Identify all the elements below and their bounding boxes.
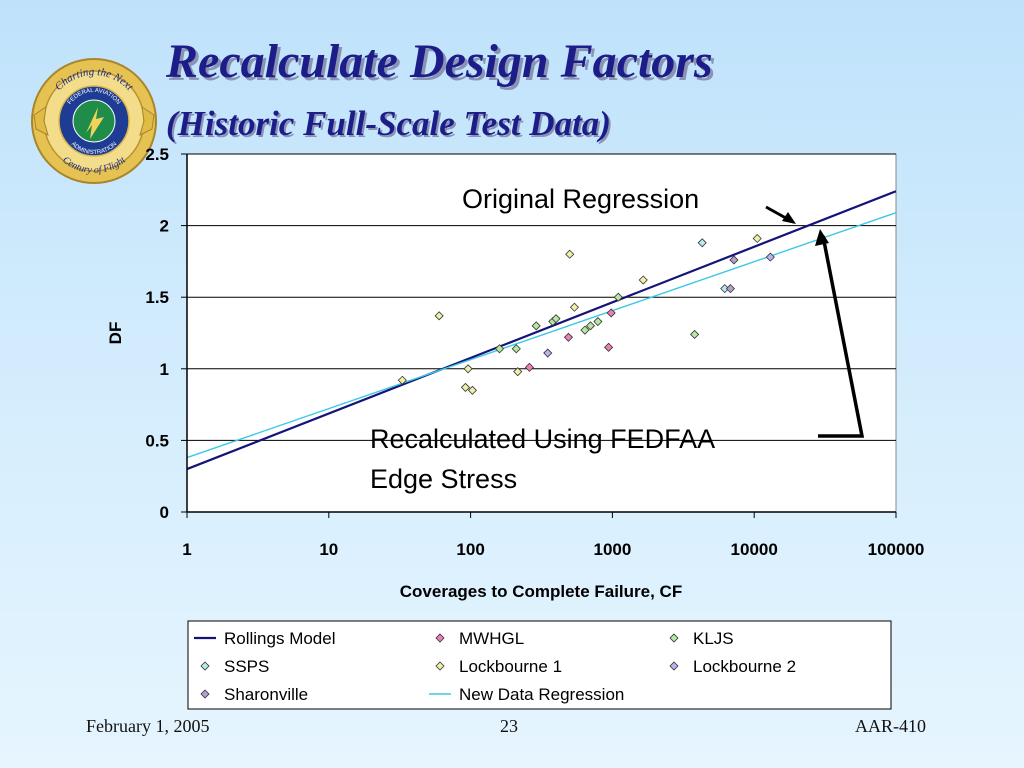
legend-label-lockbourne-2: Lockbourne 2 [693, 657, 796, 676]
point-kljs [511, 344, 521, 354]
point-kljs [580, 325, 590, 335]
legend-label-sharonville: Sharonville [224, 685, 308, 704]
point-kljs [585, 321, 596, 331]
legend-label-lockbourne-1: Lockbourne 1 [459, 657, 562, 676]
point-lockbourne-1 [397, 375, 407, 385]
point-kljs [613, 292, 623, 302]
point-lockbourne-2 [765, 252, 775, 262]
y-axis-label: DF [106, 322, 125, 345]
y-tick-label: 2.5 [145, 145, 169, 164]
point-sharonville [729, 255, 739, 265]
y-tick-label: 1.5 [145, 288, 169, 307]
legend-swatch-mwhgl [435, 633, 445, 643]
gridlines [187, 153, 896, 441]
annotation-recalc-line1: Recalculated Using FEDFAA [370, 424, 715, 454]
x-tick-label: 100000 [868, 540, 925, 559]
regression-line-rollings-model [186, 190, 897, 471]
point-kljs [690, 329, 700, 339]
regression-line-new-data-regression [186, 212, 897, 459]
point-mwhgl [524, 362, 535, 372]
point-kljs [494, 344, 505, 354]
legend-swatch-lockbourne-2 [669, 661, 679, 671]
point-lockbourne-1 [434, 311, 444, 321]
point-kljs [593, 316, 603, 327]
x-tick-label: 100 [456, 540, 484, 559]
annotation-recalc-arrowhead [815, 229, 829, 246]
footer-page-number: 23 [500, 716, 518, 736]
legend-swatch-kljs [669, 633, 679, 643]
x-axis-label: Coverages to Complete Failure, CF [400, 582, 682, 601]
point-lockbourne-1 [638, 275, 648, 285]
annotation-recalculated: Recalculated Using FEDFAA Edge Stress [370, 229, 865, 494]
point-lockbourne-1 [463, 364, 473, 374]
point-kljs [551, 314, 561, 324]
legend-swatch-sharonville [200, 689, 210, 699]
annotation-original-arrowhead [782, 212, 796, 224]
annotation-recalc-arrow [818, 235, 865, 438]
legend: Rollings Model MWHGL KLJS SSPS Lockbourne 1 L… [187, 620, 892, 710]
legend-box [187, 620, 892, 710]
annotation-original: Original Regression [462, 184, 796, 224]
y-tick-label: 1 [160, 360, 169, 379]
x-tick-label: 10000 [731, 540, 778, 559]
legend-label-ssps: SSPS [224, 657, 269, 676]
point-sharonville [725, 284, 736, 294]
y-tick-label: 0.5 [145, 431, 169, 450]
point-lockbourne-1 [752, 233, 762, 244]
point-lockbourne-1 [460, 382, 471, 392]
footer-org-code: AAR-410 [855, 716, 926, 736]
legend-label-kljs: KLJS [693, 629, 734, 648]
faa-logo: Charting the Next Century of Flight FEDE… [31, 58, 157, 184]
regression-lines [186, 190, 897, 471]
point-lockbourne-1 [569, 302, 580, 312]
annotation-recalc-line2: Edge Stress [370, 464, 517, 494]
slide-subtitle: (Historic Full-Scale Test Data) [166, 104, 611, 143]
y-tick-label: 2 [160, 217, 169, 236]
x-tick-label: 10 [319, 540, 338, 559]
legend-swatch-lockbourne-1 [435, 661, 445, 671]
x-tick-label: 1 [182, 540, 191, 559]
tick-labels: 0 0.5 1 1.5 2 2.5 1 10 100 1000 10000 100000 [145, 145, 924, 559]
point-ssps [697, 238, 707, 248]
y-tick-label: 0 [160, 503, 169, 522]
point-lockbourne-1 [513, 367, 523, 377]
data-points [397, 233, 775, 395]
point-lockbourne-1 [565, 249, 575, 259]
point-lockbourne-1 [467, 385, 477, 395]
legend-label-rollings-model: Rollings Model [224, 629, 336, 648]
annotation-original-text: Original Regression [462, 184, 699, 214]
point-mwhgl [604, 342, 614, 352]
legend-label-new-data-regression: New Data Regression [459, 685, 624, 704]
slide-title: Recalculate Design Factors [166, 35, 713, 88]
legend-label-mwhgl: MWHGL [459, 629, 524, 648]
point-lockbourne-2 [543, 348, 553, 358]
point-mwhgl [606, 308, 616, 318]
point-kljs [531, 321, 541, 331]
x-tick-label: 1000 [593, 540, 631, 559]
point-mwhgl [563, 332, 574, 342]
legend-swatch-ssps [200, 661, 210, 671]
footer-date: February 1, 2005 [86, 716, 210, 736]
